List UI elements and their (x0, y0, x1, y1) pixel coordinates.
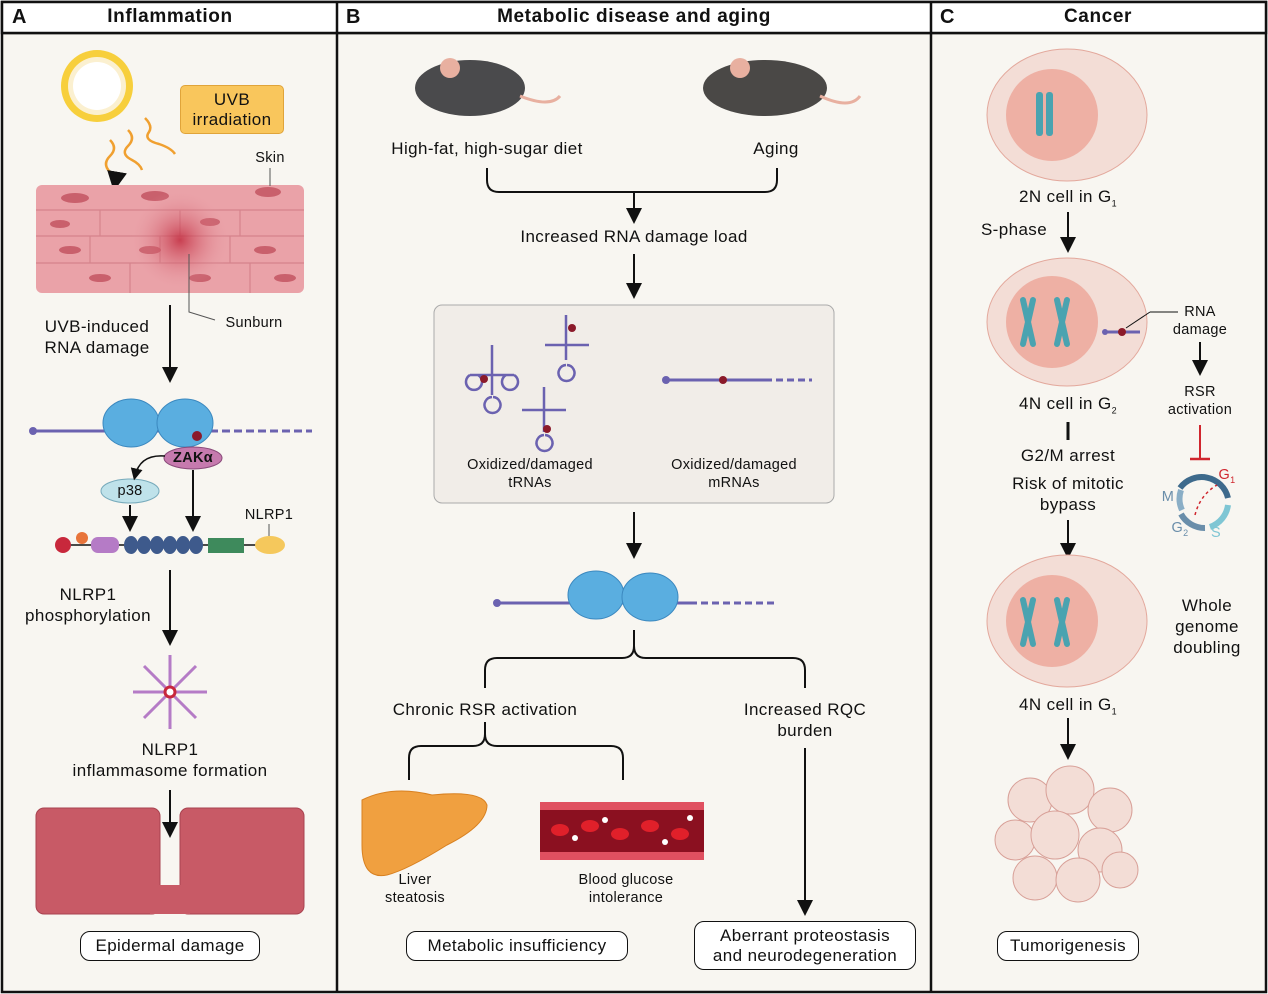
rqc-burden-label: Increased RQC burden (743, 700, 867, 740)
chronic-rsr-label: Chronic RSR activation (392, 700, 578, 719)
cycle-g1-label: G1 (1219, 466, 1236, 489)
sun-icon (61, 50, 133, 122)
damaged-skin (35, 807, 305, 915)
cycle-m-label: M (1161, 489, 1175, 505)
tumor-icon (994, 765, 1139, 903)
ribosome-mrna-a (29, 398, 312, 448)
g2m-arrest-label: G2/M arrest (1020, 446, 1116, 465)
ribosome-collision-icon (493, 570, 778, 622)
mouse-diet-icon (415, 58, 562, 116)
rsr-activation-label: RSR activation (1167, 384, 1233, 418)
cycle-s-label: S (1211, 525, 1221, 541)
panel-b-letter: B (346, 6, 361, 28)
subscript: 1 (1230, 474, 1236, 485)
g2-text: G (1171, 520, 1184, 536)
nlrp1-label: NLRP1 (244, 507, 294, 523)
mitotic-bypass-label: Risk of mitotic bypass (1012, 474, 1124, 514)
cell-4n-g1-label: 4N cell in G1 (1019, 694, 1117, 722)
liver-icon (361, 790, 488, 877)
cell-label-text: 4N cell in G (1018, 394, 1112, 413)
skin-tissue (36, 185, 304, 293)
phosphorylation-label: NLRP1 phosphorylation (24, 585, 152, 625)
zak-label: ZAKα (173, 450, 213, 466)
cell-label-text: 2N cell in G (1018, 187, 1112, 206)
sunburn-label: Sunburn (225, 315, 283, 331)
cell-2n-g1-label: 2N cell in G1 (1019, 186, 1117, 214)
cell-cycle-icon (1176, 474, 1231, 532)
cell-4n-g2 (986, 257, 1178, 387)
cell-2n-g1 (986, 48, 1148, 182)
rna-damage-load-label: Increased RNA damage load (520, 227, 748, 246)
mrna-icon (662, 376, 812, 384)
cell-label-text: 4N cell in G (1018, 695, 1112, 714)
panel-a-title: Inflammation (107, 6, 233, 27)
cycle-g2-label: G2 (1172, 519, 1189, 542)
inflammasome-label: NLRP1 inflammasome formation (72, 740, 268, 780)
uvb-irradiation-label: UVB irradiation (180, 85, 284, 134)
uv-rays (104, 117, 177, 192)
panel-c-title: Cancer (1063, 6, 1133, 27)
nlrp1-domains (55, 532, 285, 554)
metabolic-insufficiency-outcome: Metabolic insufficiency (406, 931, 628, 961)
uvb-damage-label: UVB-induced RNA damage (44, 317, 150, 357)
liver-steatosis-label: Liver steatosis (385, 872, 445, 906)
subscript: 1 (1111, 706, 1118, 717)
trnas-label: Oxidized/damaged tRNAs (467, 457, 593, 491)
subscript: 2 (1111, 405, 1118, 416)
cell-4n-g2-label: 4N cell in G2 (1019, 393, 1117, 421)
trna-icons (464, 315, 589, 453)
aging-label: Aging (753, 139, 799, 158)
s-phase-label: S-phase (980, 220, 1048, 239)
mrnas-label: Oxidized/damaged mRNAs (671, 457, 797, 491)
panel-b-title: Metabolic disease and aging (497, 6, 771, 27)
g1-text: G (1218, 467, 1231, 483)
mouse-aging-icon (703, 58, 862, 116)
diet-label: High-fat, high-sugar diet (391, 139, 583, 158)
skin-label: Skin (255, 150, 285, 166)
blood-vessel-icon (540, 802, 704, 860)
panel-c-letter: C (940, 6, 955, 28)
blood-glucose-label: Blood glucose intolerance (578, 872, 674, 906)
subscript: 2 (1183, 527, 1189, 538)
inflammasome-icon (133, 655, 207, 729)
wgd-label: Whole genome doubling (1173, 596, 1241, 657)
tumorigenesis-outcome: Tumorigenesis (997, 931, 1139, 961)
uvb-text: UVB irradiation (192, 90, 272, 129)
rna-damage-label: RNA damage (1172, 304, 1228, 338)
subscript: 1 (1111, 198, 1118, 209)
p38-label: p38 (117, 483, 143, 499)
cell-4n-g1 (986, 554, 1148, 688)
epidermal-damage-outcome: Epidermal damage (80, 931, 260, 961)
proteostasis-outcome: Aberrant proteostasis and neurodegenerat… (694, 921, 916, 970)
panel-a-letter: A (12, 6, 27, 28)
